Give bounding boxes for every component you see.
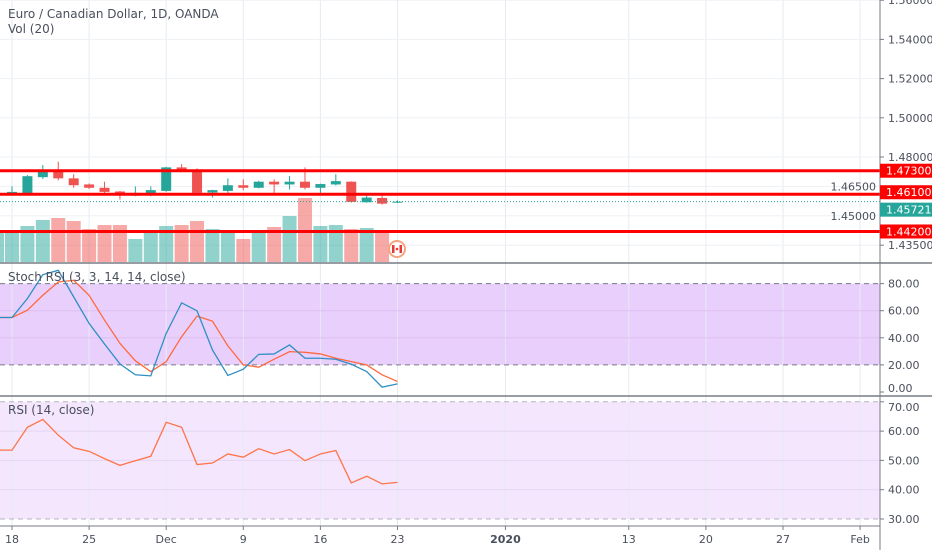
stoch-tick-label: 80.00 — [888, 278, 920, 291]
candle-body — [361, 197, 372, 203]
price-tick-label: 1.50000 — [888, 112, 932, 125]
current-price-label-bg — [880, 202, 932, 217]
flag-leaf — [395, 247, 399, 251]
volume-bar — [282, 216, 297, 262]
price-tick-label: 1.45000 — [831, 210, 877, 223]
volume-bar — [66, 221, 81, 262]
price-tick-label: 1.54000 — [888, 33, 932, 46]
volume-bar — [359, 228, 374, 262]
time-tick-label: 18 — [5, 533, 19, 546]
price-axis — [880, 0, 932, 550]
stoch-band — [0, 283, 880, 365]
flag-band — [392, 245, 395, 253]
candle-body — [377, 197, 388, 204]
candle-body — [253, 181, 264, 188]
volume-bar — [35, 220, 50, 262]
flag-band — [399, 245, 402, 253]
volume-bar — [0, 233, 4, 262]
volume-bar — [344, 229, 359, 262]
candle-body — [330, 181, 341, 185]
rsi-legend[interactable]: RSI (14, close) — [8, 403, 95, 417]
candle-body — [299, 181, 310, 188]
stoch-tick-label: 60.00 — [888, 305, 920, 318]
volume-bar — [128, 239, 143, 262]
volume-bar — [267, 227, 282, 262]
volume-bar — [143, 230, 158, 262]
volume-bar — [328, 225, 343, 262]
candle-body — [222, 185, 233, 191]
rsi-tick-label: 30.00 — [888, 513, 920, 526]
rsi-tick-label: 40.00 — [888, 484, 920, 497]
stoch-tick-label: 0.00 — [888, 382, 913, 395]
volume-bar — [236, 239, 251, 262]
time-tick-label: 27 — [776, 533, 790, 546]
symbol-title[interactable]: Euro / Canadian Dollar, 1D, OANDA — [8, 7, 219, 21]
volume-bar — [205, 229, 220, 262]
volume-bar — [5, 233, 19, 262]
level-price-label: 1.44200 — [886, 225, 932, 238]
volume-bar — [82, 229, 97, 262]
stoch-tick-label: 40.00 — [888, 332, 920, 345]
time-tick-label: 20 — [699, 533, 713, 546]
rsi-tick-label: 50.00 — [888, 454, 920, 467]
volume-bar — [97, 225, 112, 262]
volume-bar — [174, 225, 189, 262]
time-tick-label: 23 — [391, 533, 405, 546]
candle-body — [346, 181, 357, 202]
volume-bar — [159, 226, 174, 262]
rsi-tick-label: 70.00 — [888, 401, 920, 414]
price-tick-label: 1.46500 — [831, 180, 877, 193]
candle-body — [238, 185, 249, 188]
time-tick-label: 25 — [82, 533, 96, 546]
price-tick-label: 1.43500 — [888, 239, 932, 252]
rsi-tick-label: 60.00 — [888, 425, 920, 438]
volume-bar — [251, 233, 266, 262]
candle-body — [68, 178, 79, 186]
volume-bar — [20, 226, 35, 262]
candle-body — [192, 170, 203, 193]
volume-bar — [190, 221, 205, 262]
volume-bar — [112, 225, 127, 262]
volume-bar — [375, 230, 390, 262]
canada-flag-icon — [388, 240, 406, 258]
time-tick-label: 9 — [240, 533, 247, 546]
volume-bar — [313, 226, 328, 262]
candle-body — [161, 167, 172, 191]
candle-body — [284, 181, 295, 185]
time-tick-label: Dec — [156, 533, 177, 546]
candle-body — [53, 170, 64, 179]
time-tick-label: 13 — [622, 533, 636, 546]
volume-legend[interactable]: Vol (20) — [8, 22, 55, 36]
time-tick-label: Feb — [850, 533, 869, 546]
stoch-rsi-legend[interactable]: Stoch RSI (3, 3, 14, 14, close) — [8, 270, 186, 284]
volume-bar — [51, 218, 66, 262]
candle-body — [99, 187, 110, 192]
candle-body — [84, 184, 95, 188]
stoch-tick-label: 20.00 — [888, 359, 920, 372]
price-tick-label: 1.52000 — [888, 73, 932, 86]
candle-body — [315, 184, 326, 188]
candle-body — [145, 190, 156, 194]
level-price-label-bg — [880, 185, 932, 200]
current-price-label: 1.45721 — [886, 204, 932, 217]
level-price-label-bg — [880, 163, 932, 178]
level-price-label: 1.47300 — [886, 165, 932, 178]
level-price-label-bg — [880, 224, 932, 239]
volume-bar — [220, 230, 235, 262]
price-tick-label: 1.48000 — [888, 151, 932, 164]
level-price-label: 1.46100 — [886, 186, 932, 199]
candle-body — [207, 190, 218, 193]
time-tick-label: 2020 — [490, 533, 521, 546]
candle-body — [392, 201, 403, 203]
time-tick-label: 16 — [313, 533, 327, 546]
price-tick-label: 1.56000 — [888, 0, 932, 7]
candle-body — [22, 176, 33, 194]
candle-body — [269, 181, 280, 185]
candle-body — [176, 167, 187, 171]
candle-body — [37, 170, 48, 178]
